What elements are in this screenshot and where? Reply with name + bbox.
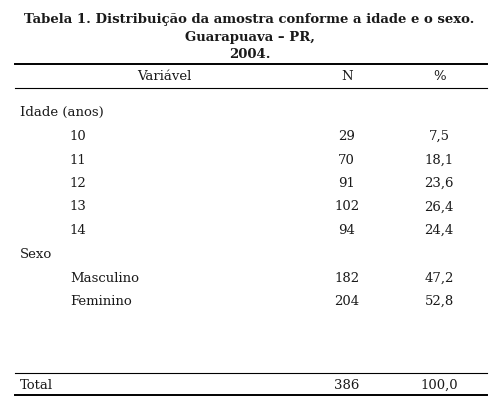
Text: Tabela 1. Distribuição da amostra conforme a idade e o sexo.: Tabela 1. Distribuição da amostra confor… [24,13,475,26]
Text: 52,8: 52,8 [425,295,454,308]
Text: 29: 29 [338,130,355,143]
Text: 18,1: 18,1 [425,153,454,167]
Text: 12: 12 [70,177,87,190]
Text: 2004.: 2004. [229,48,270,61]
Text: 102: 102 [334,200,359,214]
Text: Sexo: Sexo [20,248,52,261]
Text: Variável: Variável [138,70,192,83]
Text: Idade (anos): Idade (anos) [20,106,104,119]
Text: 23,6: 23,6 [424,177,454,190]
Text: 26,4: 26,4 [425,200,454,214]
Text: Feminino: Feminino [70,295,132,308]
Text: 11: 11 [70,153,87,167]
Text: 386: 386 [334,379,359,392]
Text: 13: 13 [70,200,87,214]
Text: 24,4: 24,4 [425,224,454,237]
Text: Total: Total [20,379,53,392]
Text: 7,5: 7,5 [429,130,450,143]
Text: Masculino: Masculino [70,272,139,285]
Text: 182: 182 [334,272,359,285]
Text: 10: 10 [70,130,87,143]
Text: 94: 94 [338,224,355,237]
Text: 14: 14 [70,224,87,237]
Text: 91: 91 [338,177,355,190]
Text: 47,2: 47,2 [425,272,454,285]
Text: 70: 70 [338,153,355,167]
Text: %: % [433,70,446,83]
Text: Guarapuava – PR,: Guarapuava – PR, [185,31,314,44]
Text: 100,0: 100,0 [420,379,458,392]
Text: 204: 204 [334,295,359,308]
Text: N: N [341,70,353,83]
